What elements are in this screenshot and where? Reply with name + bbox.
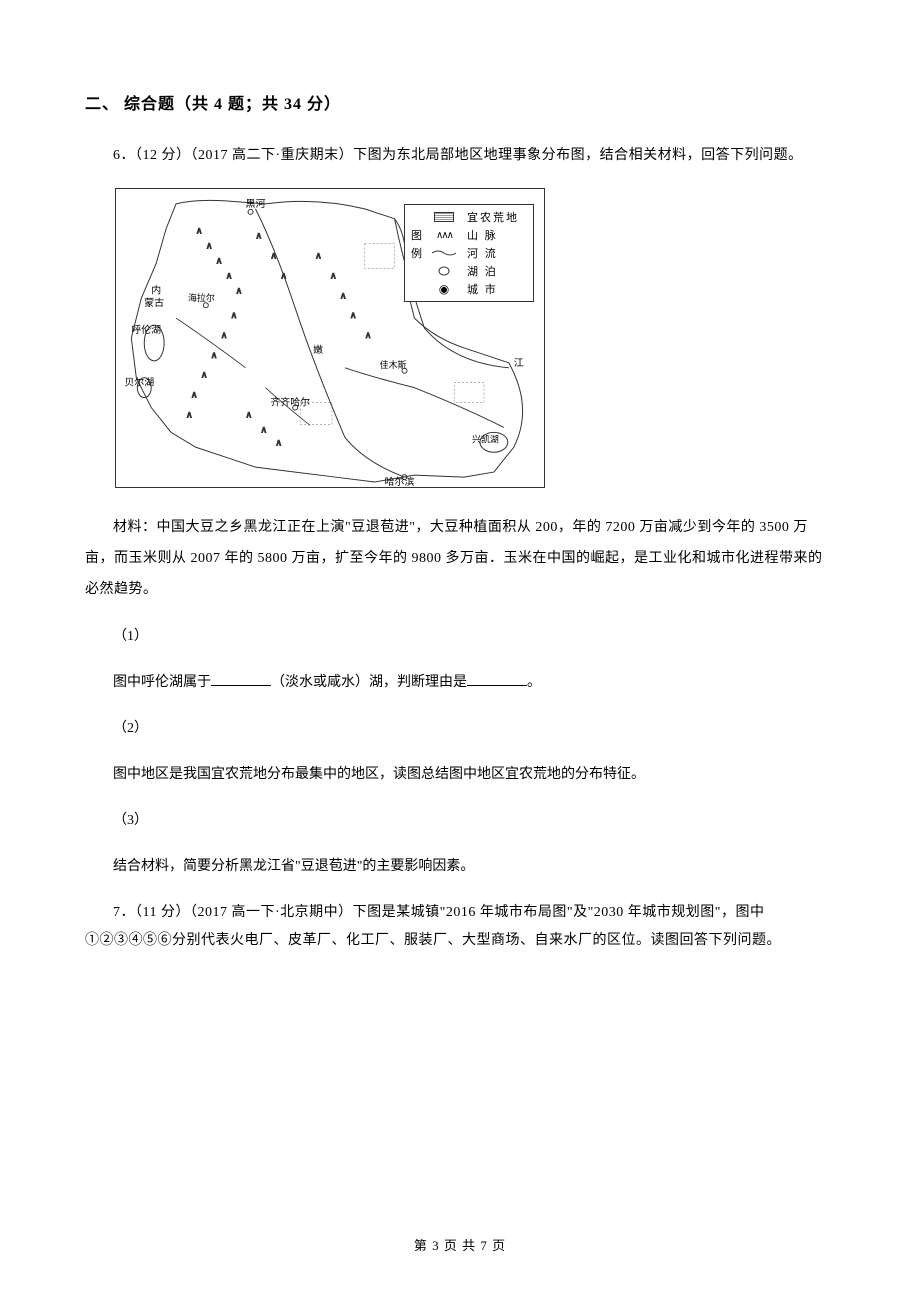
- svg-text:∧: ∧: [330, 270, 337, 280]
- q6-map: ∧∧∧ ∧∧∧ ∧∧∧ ∧∧ ∧∧∧ ∧∧∧ ∧∧ ∧∧∧: [115, 188, 545, 488]
- q6-sub1-num: （1）: [85, 623, 835, 651]
- svg-text:∧: ∧: [201, 370, 208, 380]
- svg-text:∧: ∧: [191, 390, 198, 400]
- legend-row-land: 宜农荒地: [411, 209, 527, 225]
- page-footer: 第 3 页 共 7 页: [0, 1235, 920, 1254]
- map-label-jiang: 江: [514, 357, 524, 369]
- map-label-neimenggu: 内: [151, 283, 161, 296]
- legend-text-city: 城 市: [467, 281, 498, 297]
- map-label-jiamusi: 佳木斯: [380, 359, 407, 370]
- legend-row-mountain: 图 ∧∧∧ 山 脉: [411, 227, 527, 243]
- svg-text:∧: ∧: [350, 310, 357, 320]
- land-icon: [429, 212, 459, 222]
- q7-header: 7．（11 分）（2017 高一下·北京期中）下图是某城镇"2016 年城市布局…: [85, 899, 835, 955]
- svg-text:∧: ∧: [196, 226, 203, 236]
- legend-row-lake: 湖 泊: [411, 263, 527, 279]
- q6-sub1-text: 图中呼伦湖属于 （淡水或咸水）湖，判断理由是 。: [85, 669, 835, 697]
- map-legend: 宜农荒地 图 ∧∧∧ 山 脉 例 河 流 湖 泊 ◉ 城 市: [404, 204, 534, 302]
- svg-text:∧: ∧: [340, 290, 347, 300]
- blank-input[interactable]: [467, 672, 527, 686]
- map-label-hulunhu: 呼伦湖: [131, 323, 161, 336]
- legend-li: 例: [411, 245, 429, 261]
- mountain-icon: ∧∧∧: [429, 230, 459, 241]
- svg-text:∧: ∧: [256, 231, 263, 241]
- svg-text:∧: ∧: [365, 330, 372, 340]
- svg-text:∧: ∧: [315, 251, 322, 261]
- svg-text:∧: ∧: [231, 310, 238, 320]
- svg-text:∧: ∧: [260, 424, 267, 434]
- q6-sub1-a: 图中呼伦湖属于: [113, 675, 211, 690]
- map-label-top: 黑河: [246, 198, 266, 210]
- legend-row-river: 例 河 流: [411, 245, 527, 261]
- map-label-beierhu: 贝尔湖: [124, 376, 154, 389]
- q6-sub3-text: 结合材料，简要分析黑龙江省"豆退苞进"的主要影响因素。: [85, 853, 835, 881]
- river-icon: [429, 249, 459, 257]
- q6-sub1-c: 。: [527, 675, 541, 690]
- svg-text:∧: ∧: [186, 409, 193, 419]
- q6-sub2-text: 图中地区是我国宜农荒地分布最集中的地区，读图总结图中地区宜农荒地的分布特征。: [85, 761, 835, 789]
- map-label-haerbin: 哈尔滨: [385, 475, 415, 487]
- svg-text:∧: ∧: [236, 285, 243, 295]
- legend-text-mountain: 山 脉: [467, 227, 498, 243]
- svg-text:∧: ∧: [246, 409, 253, 419]
- legend-text-lake: 湖 泊: [467, 263, 498, 279]
- map-label-xingkaihu: 兴凯湖: [472, 433, 499, 444]
- blank-input[interactable]: [211, 672, 271, 686]
- map-label-neimenggu2: 蒙古: [144, 296, 164, 309]
- city-icon: ◉: [429, 282, 459, 297]
- map-label-nen: 嫩: [313, 343, 323, 356]
- svg-text:∧: ∧: [211, 350, 218, 360]
- q6-sub2-num: （2）: [85, 715, 835, 743]
- q6-sub1-b: （淡水或咸水）湖，判断理由是: [271, 675, 467, 690]
- lake-icon: [429, 266, 459, 276]
- legend-tu: 图: [411, 227, 429, 243]
- legend-row-city: ◉ 城 市: [411, 281, 527, 297]
- svg-text:∧: ∧: [216, 256, 223, 266]
- q6-material: 材料：中国大豆之乡黑龙江正在上演"豆退苞进"，大豆种植面积从 200，年的 72…: [85, 513, 835, 605]
- legend-text-river: 河 流: [467, 245, 498, 261]
- svg-text:∧: ∧: [206, 241, 213, 251]
- q6-sub3-num: （3）: [85, 807, 835, 835]
- q6-header: 6．（12 分）（2017 高二下·重庆期末）下图为东北局部地区地理事象分布图，…: [85, 142, 835, 170]
- legend-text-land: 宜农荒地: [467, 209, 519, 225]
- section-title: 二、 综合题（共 4 题；共 34 分）: [85, 90, 835, 114]
- svg-text:∧: ∧: [226, 270, 233, 280]
- svg-text:∧: ∧: [221, 330, 228, 340]
- svg-text:∧: ∧: [275, 437, 282, 447]
- map-label-hailaer: 海拉尔: [188, 292, 215, 303]
- map-label-qiqihaer: 齐齐哈尔: [270, 396, 310, 409]
